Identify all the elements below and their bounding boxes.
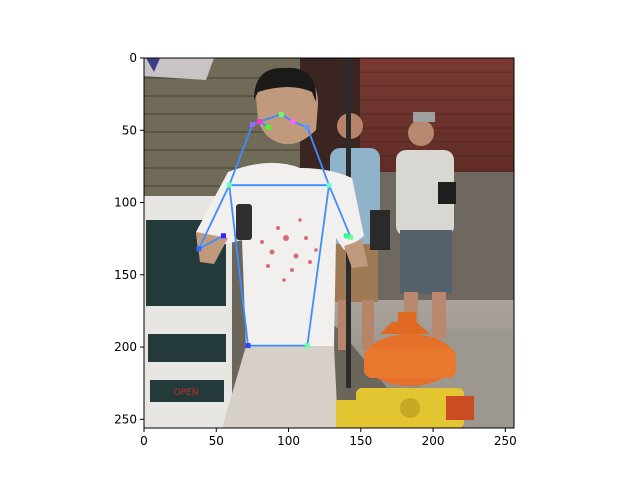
keypoint-right-elbow	[348, 234, 354, 240]
keypoint-left-eye	[257, 119, 263, 125]
skeleton-edge-left-shoulder-left-elbow	[198, 184, 231, 250]
x-tick-label: 200	[422, 434, 445, 448]
x-tick-label: 50	[209, 434, 224, 448]
x-axis: 0 50 100 150 200 250	[140, 428, 517, 448]
skeleton-edge-left-eye-head-top	[258, 113, 283, 123]
skeleton-edge-right-shoulder-right-hip	[306, 184, 330, 347]
x-tick-label: 100	[277, 434, 300, 448]
y-tick-label: 0	[129, 51, 137, 65]
x-tick-label: 250	[494, 434, 517, 448]
keypoint-left-wrist	[220, 233, 226, 239]
skeleton-edge-left-shoulder-left-hip	[228, 184, 249, 347]
skeleton-edge-right-ear-right-shoulder	[306, 126, 330, 187]
y-tick-label: 200	[114, 340, 137, 354]
keypoint-right-wrist	[343, 233, 349, 239]
keypoint-right-ear	[304, 124, 310, 130]
y-axis: 0 50 100 150 200 250	[114, 51, 144, 426]
skeleton-edge-right-shoulder-right-elbow	[328, 184, 352, 239]
skeleton-edge-left-elbow-left-wrist	[198, 234, 225, 250]
svg-text:OPEN: OPEN	[174, 388, 199, 398]
keypoint-head-top	[278, 111, 284, 117]
keypoint-left-elbow	[196, 246, 202, 252]
keypoint-right-eye	[290, 119, 296, 125]
y-tick-label: 150	[114, 268, 137, 282]
keypoint-left-shoulder	[226, 182, 232, 188]
x-tick-label: 0	[140, 434, 148, 448]
keypoint-left-ear	[249, 121, 255, 127]
background-photo: OPEN	[144, 58, 514, 428]
y-tick-label: 250	[114, 412, 137, 426]
skeleton-keypoints	[196, 111, 354, 349]
keypoint-nose	[265, 124, 271, 130]
y-tick-label: 50	[122, 123, 137, 137]
y-tick-label: 100	[114, 196, 137, 210]
skeleton-edge-left-ear-left-shoulder	[228, 123, 254, 187]
x-tick-label: 150	[349, 434, 372, 448]
plot-frame	[143, 57, 515, 429]
keypoint-right-hip	[304, 343, 310, 349]
keypoint-right-shoulder	[326, 182, 332, 188]
keypoint-left-hip	[245, 343, 251, 349]
